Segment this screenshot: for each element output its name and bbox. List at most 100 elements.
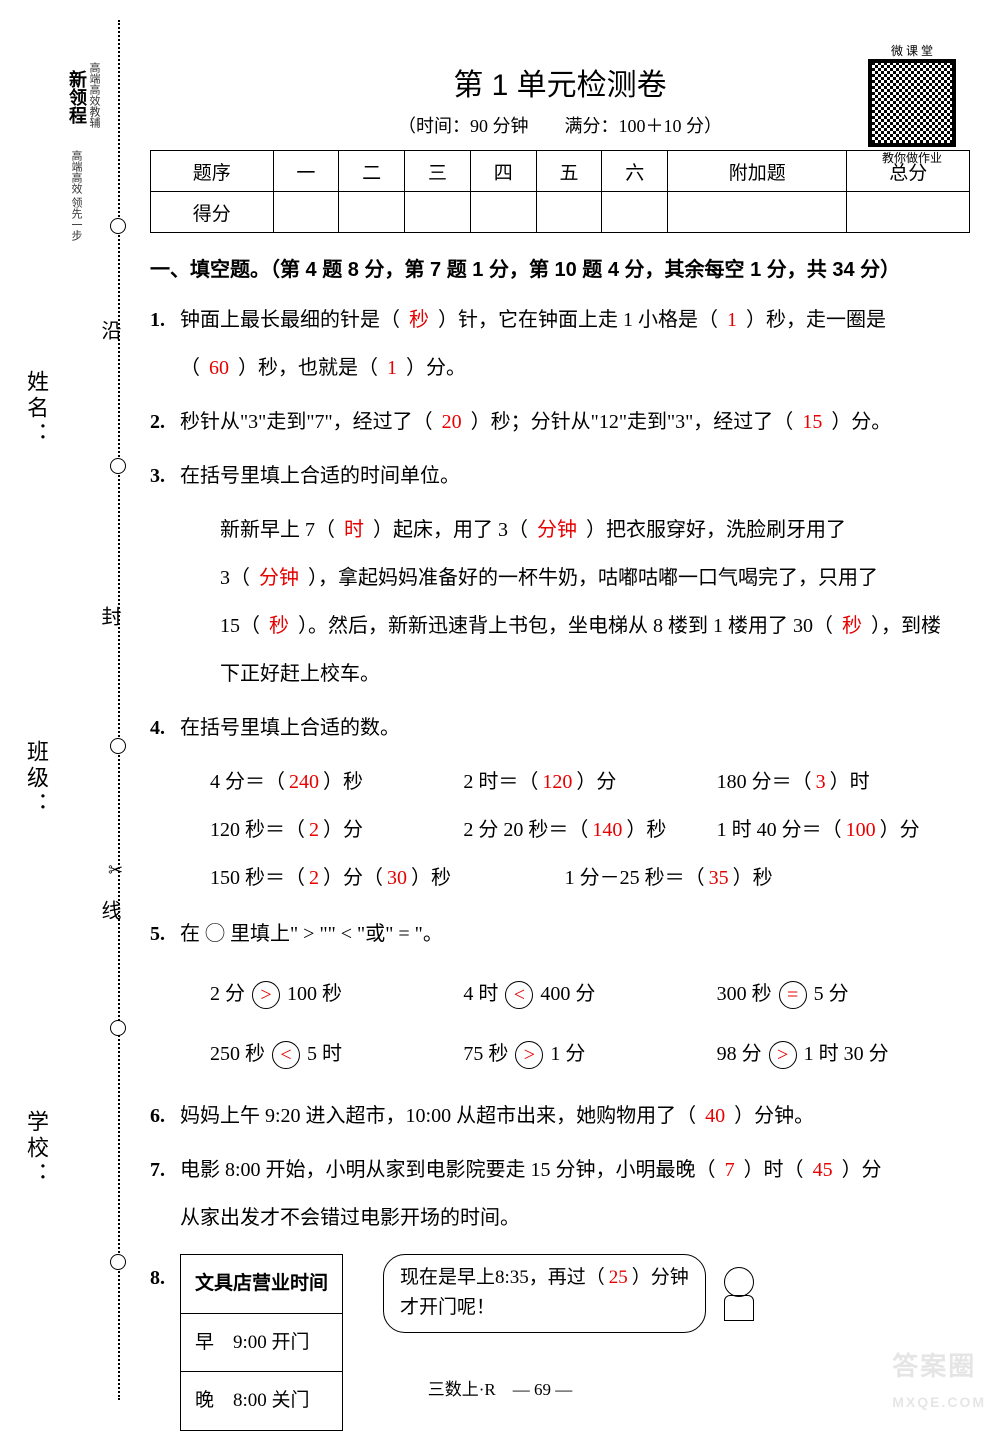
text: ）分: [842, 1159, 882, 1181]
cell: 四: [470, 151, 536, 192]
cell: 一: [273, 151, 339, 192]
question-1: 1. 钟面上最长最细的针是（ 秒 ）针，它在钟面上走 1 小格是（ 1 ）秒，走…: [180, 296, 970, 392]
fold-label: 封: [95, 606, 124, 626]
cell: 六: [602, 151, 668, 192]
question-2: 2. 秒针从"3"走到"7"，经过了（ 20 ）秒；分针从"12"走到"3"，经…: [180, 398, 970, 446]
qnum: 6.: [150, 1092, 165, 1140]
text: 妈妈上午 9:20 进入超市，10:00 从超市出来，她购物用了（: [180, 1105, 696, 1127]
answer: 45: [809, 1159, 837, 1181]
qnum: 7.: [150, 1146, 165, 1194]
qr-title: 微 课 堂: [866, 42, 958, 59]
punch-hole: [110, 1020, 126, 1036]
page: 新领程 高端高效教辅 高端高效 领先一步 沿 封 ✂ 线 姓名： 班级： 学校：…: [0, 0, 1000, 1428]
fold-label: 线: [95, 900, 124, 920]
brand-tagline-2: 高端高效 领先一步: [68, 150, 84, 241]
answer: 秒: [405, 309, 433, 331]
text: 3（: [220, 567, 250, 589]
text: ），到楼: [871, 615, 941, 637]
answer: 1: [723, 309, 741, 331]
question-list: 1. 钟面上最长最细的针是（ 秒 ）针，它在钟面上走 1 小格是（ 1 ）秒，走…: [150, 296, 970, 1431]
cell: 三: [405, 151, 471, 192]
cell: 早 9:00 开门: [181, 1313, 343, 1372]
answer: 1: [383, 357, 401, 379]
q4-row: 150 秒＝（2）分（30）秒 1 分－25 秒＝（35）秒: [180, 854, 970, 902]
name-field-label: 姓名：: [20, 370, 52, 448]
fold-label: 沿: [95, 320, 124, 340]
qr-caption: 教你做作业: [866, 149, 958, 166]
answer: 7: [721, 1159, 739, 1181]
content-area: 微 课 堂 教你做作业 第 1 单元检测卷 （时间：90 分钟 满分：100＋1…: [150, 60, 970, 1437]
qr-code-icon: [868, 59, 956, 147]
text: ）秒；分针从"12"走到"3"，经过了（: [471, 411, 794, 433]
q5-row: 2 分 > 100 秒 4 时 < 400 分 300 秒 = 5 分: [180, 964, 970, 1024]
scissor-icon: ✂: [108, 860, 123, 881]
qnum: 1.: [150, 296, 165, 344]
q4-row: 120 秒＝（2）分 2 分 20 秒＝（140）秒 1 时 40 分＝（100…: [180, 806, 970, 854]
question-6: 6. 妈妈上午 9:20 进入超市，10:00 从超市出来，她购物用了（ 40 …: [180, 1092, 970, 1140]
question-8: 8. 文具店营业时间 早 9:00 开门 晚 8:00 关门 现在是早上8:35…: [180, 1254, 970, 1431]
table-row: 题序 一 二 三 四 五 六 附加题 总分: [151, 151, 970, 192]
watermark: 答案圈 MXQE.COM: [892, 1346, 986, 1414]
text: 钟面上最长最细的针是（: [180, 309, 400, 331]
text: 从家出发才不会错过电影开场的时间。: [180, 1207, 520, 1229]
speech-bubble: 现在是早上8:35，再过（25）分钟 才开门呢！: [383, 1254, 706, 1333]
text: 秒针从"3"走到"7"，经过了（: [180, 411, 433, 433]
text: ）起床，用了 3（: [373, 519, 528, 541]
page-title: 第 1 单元检测卷: [150, 60, 970, 104]
section-heading: 一、填空题。（第 4 题 8 分，第 7 题 1 分，第 10 题 4 分，其余…: [150, 253, 970, 282]
text: 在 ◯ 里填上" > "" < "或" = "。: [180, 923, 443, 945]
text: 电影 8:00 开始，小明从家到电影院要走 15 分钟，小明最晚（: [180, 1159, 716, 1181]
text: 在括号里填上合适的数。: [180, 717, 400, 739]
answer: 分钟: [255, 567, 303, 589]
text: ），拿起妈妈准备好的一杯牛奶，咕嘟咕嘟一口气喝完了，只用了: [308, 567, 878, 589]
text: ）秒，走一圈是: [746, 309, 886, 331]
cell: 题序: [151, 151, 274, 192]
answer: 秒: [265, 615, 293, 637]
class-field-label: 班级：: [20, 740, 52, 818]
page-footer: 三数上·R — 69 —: [0, 1375, 1000, 1400]
binding-margin: 新领程 高端高效教辅 高端高效 领先一步 沿 封 ✂ 线 姓名： 班级： 学校：: [0, 20, 140, 1400]
text: 15（: [220, 615, 260, 637]
brand-tagline: 高端高效教辅: [86, 62, 102, 128]
cell: 二: [339, 151, 405, 192]
kid-icon: [712, 1263, 764, 1323]
answer: 秒: [838, 615, 866, 637]
page-subtitle: （时间：90 分钟 满分：100＋10 分）: [150, 112, 970, 138]
text: ）秒，也就是（: [238, 357, 378, 379]
punch-hole: [110, 1254, 126, 1270]
text: 新新早上 7（: [220, 519, 335, 541]
qnum: 5.: [150, 910, 165, 958]
score-table: 题序 一 二 三 四 五 六 附加题 总分 得分: [150, 150, 970, 233]
qnum: 8.: [150, 1254, 165, 1302]
question-5: 5. 在 ◯ 里填上" > "" < "或" = "。: [180, 910, 970, 958]
text: ）分钟。: [734, 1105, 814, 1127]
question-3-body: 新新早上 7（ 时 ）起床，用了 3（ 分钟 ）把衣服穿好，洗脸刷牙用了 3（ …: [180, 506, 970, 698]
text: ）分。: [406, 357, 466, 379]
table-row: 得分: [151, 192, 970, 233]
answer: 20: [438, 411, 466, 433]
text: （: [180, 357, 200, 379]
punch-hole: [110, 458, 126, 474]
question-3: 3. 在括号里填上合适的时间单位。: [180, 452, 970, 500]
qnum: 2.: [150, 398, 165, 446]
cell: 五: [536, 151, 602, 192]
answer: 分钟: [533, 519, 581, 541]
question-7: 7. 电影 8:00 开始，小明从家到电影院要走 15 分钟，小明最晚（ 7 ）…: [180, 1146, 970, 1242]
text: ）。然后，新新迅速背上书包，坐电梯从 8 楼到 1 楼用了 30（: [298, 615, 833, 637]
text: ）时（: [744, 1159, 804, 1181]
text: ）把衣服穿好，洗脸刷牙用了: [586, 519, 846, 541]
text: ）分。: [831, 411, 891, 433]
cell: 文具店营业时间: [181, 1255, 343, 1314]
cell: 附加题: [668, 151, 847, 192]
qnum: 4.: [150, 704, 165, 752]
q5-row: 250 秒 < 5 时 75 秒 > 1 分 98 分 > 1 时 30 分: [180, 1024, 970, 1084]
q4-row: 4 分＝（240）秒 2 时＝（120）分 180 分＝（3）时: [180, 758, 970, 806]
qr-block: 微 课 堂 教你做作业: [866, 42, 958, 166]
text: 在括号里填上合适的时间单位。: [180, 465, 460, 487]
punch-hole: [110, 738, 126, 754]
cell: 得分: [151, 192, 274, 233]
punch-hole: [110, 218, 126, 234]
answer: 时: [340, 519, 368, 541]
text: ）针，它在钟面上走 1 小格是（: [438, 309, 718, 331]
text: 下正好赶上校车。: [220, 663, 380, 685]
